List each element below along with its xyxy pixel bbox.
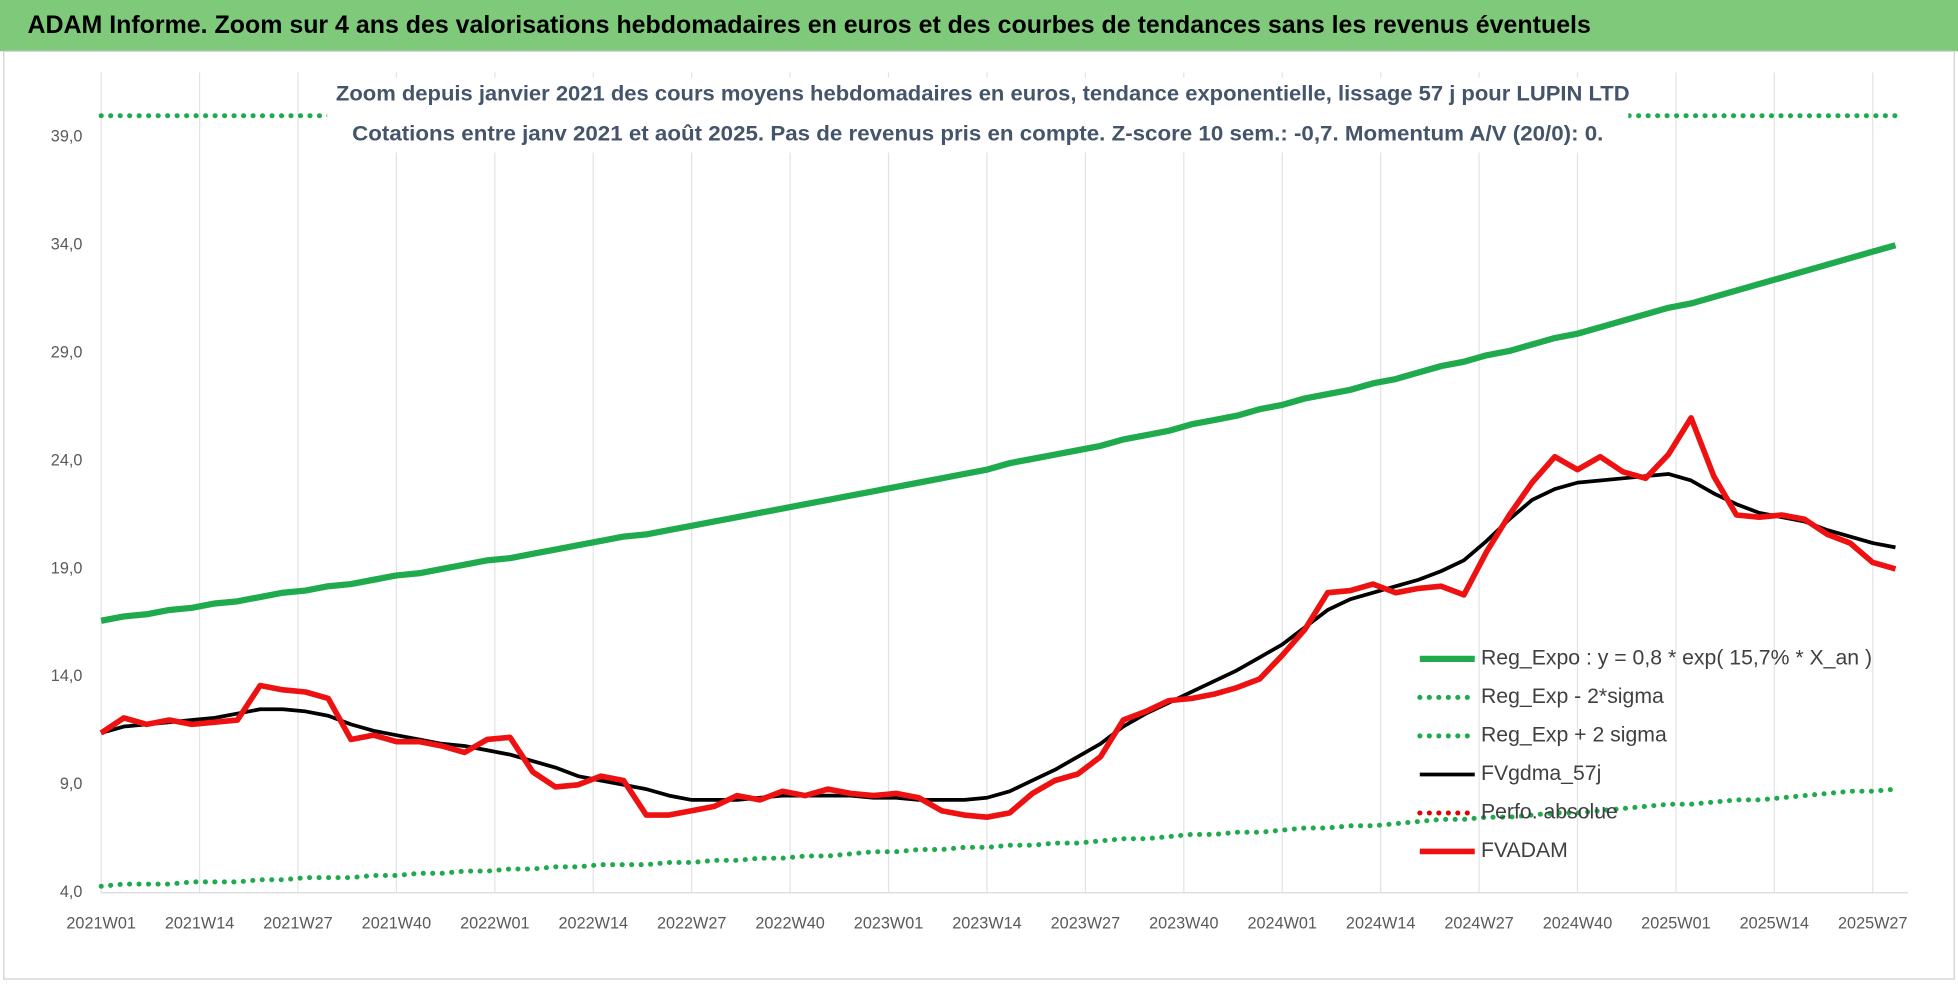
x-tick-label: 2022W01 (460, 914, 529, 932)
y-tick-label: 24,0 (51, 451, 83, 469)
chart-title: ADAM Informe. Zoom sur 4 ans des valoris… (27, 11, 1590, 39)
x-tick-label: 2022W40 (755, 914, 824, 932)
legend-label: Reg_Exp - 2*sigma (1481, 684, 1664, 708)
y-tick-label: 34,0 (51, 235, 83, 253)
x-tick-label: 2023W27 (1051, 914, 1120, 932)
x-tick-label: 2024W40 (1543, 914, 1612, 932)
x-tick-label: 2022W27 (657, 914, 726, 932)
series-line (98, 786, 1898, 889)
y-tick-label: 4,0 (60, 883, 83, 901)
legend-label: Reg_Exp + 2 sigma (1481, 723, 1667, 747)
x-tick-label: 2023W01 (854, 914, 923, 932)
y-tick-label: 9,0 (60, 775, 83, 793)
y-tick-label: 39,0 (51, 128, 83, 146)
legend-label: Reg_Expo : y = 0,8 * exp( 15,7% * X_an ) (1481, 646, 1872, 670)
legend-label: FVADAM (1481, 838, 1568, 862)
y-tick-label: 19,0 (51, 559, 83, 577)
series-line (100, 472, 1896, 802)
series-line (100, 242, 1897, 624)
x-tick-label: 2021W01 (66, 914, 135, 932)
x-tick-label: 2021W40 (362, 914, 431, 932)
x-tick-label: 2023W40 (1149, 914, 1218, 932)
subtitle-box (327, 77, 1629, 153)
frame (3, 50, 1955, 980)
chart-subtitle: Zoom depuis janvier 2021 des cours moyen… (336, 82, 1630, 106)
x-tick-label: 2025W01 (1641, 914, 1710, 932)
x-tick-label: 2024W27 (1444, 914, 1513, 932)
y-tick-label: 29,0 (51, 343, 83, 361)
series-line (99, 415, 1897, 820)
x-tick-label: 2021W27 (263, 914, 332, 932)
y-tick-label: 14,0 (51, 667, 83, 685)
x-tick-label: 2024W14 (1346, 914, 1415, 932)
x-tick-label: 2025W14 (1740, 914, 1809, 932)
header-bar (0, 0, 1958, 52)
x-tick-label: 2021W14 (165, 914, 234, 932)
x-tick-label: 2022W14 (559, 914, 628, 932)
chart-subtitle: Cotations entre janv 2021 et août 2025. … (352, 122, 1603, 146)
legend-label: Perfo. absolue (1481, 800, 1618, 824)
legend-label: FVgdma_57j (1481, 761, 1601, 785)
x-tick-label: 2025W27 (1838, 914, 1907, 932)
x-tick-label: 2023W14 (952, 914, 1021, 932)
x-tick-label: 2024W01 (1248, 914, 1317, 932)
legend: Reg_Expo : y = 0,8 * exp( 15,7% * X_an )… (1417, 646, 1872, 862)
plot-area: 4,0 9,0 14,0 19,0 24,0 29,0 34,0 39,0 2021W01 202… (51, 72, 1909, 932)
